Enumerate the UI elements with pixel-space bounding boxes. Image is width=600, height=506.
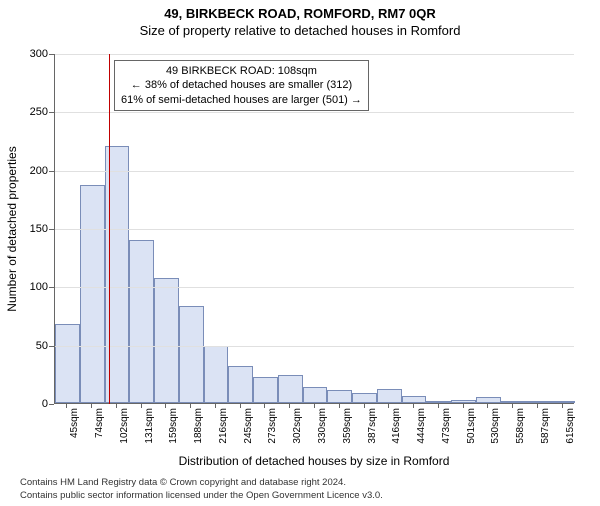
x-tick-label: 501sqm bbox=[466, 408, 477, 458]
y-tick-mark bbox=[49, 287, 54, 288]
x-tick-mark bbox=[116, 403, 117, 408]
grid-line bbox=[55, 229, 574, 230]
footer-line2: Contains public sector information licen… bbox=[20, 490, 590, 502]
x-tick-mark bbox=[141, 403, 142, 408]
grid-line bbox=[55, 112, 574, 113]
x-tick-label: 359sqm bbox=[342, 408, 353, 458]
y-tick-label: 50 bbox=[8, 340, 48, 352]
x-tick-label: 330sqm bbox=[317, 408, 328, 458]
property-marker-line bbox=[109, 54, 110, 404]
x-tick-mark bbox=[91, 403, 92, 408]
x-tick-label: 188sqm bbox=[193, 408, 204, 458]
x-tick-label: 45sqm bbox=[69, 408, 80, 458]
annotation-line1: 49 BIRKBECK ROAD: 108sqm bbox=[121, 64, 362, 78]
x-tick-label: 216sqm bbox=[218, 408, 229, 458]
x-tick-label: 444sqm bbox=[416, 408, 427, 458]
x-tick-label: 102sqm bbox=[119, 408, 130, 458]
histogram-bar bbox=[253, 377, 278, 403]
x-tick-mark bbox=[463, 403, 464, 408]
x-tick-mark bbox=[413, 403, 414, 408]
y-tick-label: 300 bbox=[8, 48, 48, 60]
annotation-line3: 61% of semi-detached houses are larger (… bbox=[121, 93, 362, 107]
x-tick-mark bbox=[264, 403, 265, 408]
annotation-line2: ← 38% of detached houses are smaller (31… bbox=[121, 78, 362, 92]
x-tick-mark bbox=[66, 403, 67, 408]
x-axis-label: Distribution of detached houses by size … bbox=[54, 454, 574, 468]
x-tick-mark bbox=[388, 403, 389, 408]
x-tick-mark bbox=[314, 403, 315, 408]
histogram-bar bbox=[228, 366, 253, 403]
x-tick-label: 587sqm bbox=[540, 408, 551, 458]
histogram-bar bbox=[204, 346, 229, 403]
histogram-bar bbox=[303, 387, 328, 403]
y-tick-mark bbox=[49, 112, 54, 113]
x-tick-label: 387sqm bbox=[367, 408, 378, 458]
y-tick-mark bbox=[49, 346, 54, 347]
histogram-bar bbox=[80, 185, 105, 403]
x-tick-mark bbox=[165, 403, 166, 408]
y-tick-mark bbox=[49, 404, 54, 405]
histogram-bar bbox=[525, 401, 550, 403]
chart-title-sub: Size of property relative to detached ho… bbox=[0, 23, 600, 38]
x-tick-mark bbox=[512, 403, 513, 408]
grid-line bbox=[55, 54, 574, 55]
x-tick-label: 558sqm bbox=[515, 408, 526, 458]
chart-area: Number of detached properties 0501001502… bbox=[54, 54, 574, 404]
x-tick-label: 131sqm bbox=[144, 408, 155, 458]
histogram-bar bbox=[451, 400, 476, 404]
histogram-bar bbox=[327, 390, 352, 403]
x-tick-mark bbox=[364, 403, 365, 408]
histogram-bar bbox=[154, 278, 179, 403]
histogram-bar bbox=[377, 389, 402, 403]
grid-line bbox=[55, 287, 574, 288]
x-tick-label: 302sqm bbox=[292, 408, 303, 458]
histogram-bar bbox=[55, 324, 80, 403]
x-tick-mark bbox=[215, 403, 216, 408]
histogram-bar bbox=[402, 396, 427, 403]
y-tick-mark bbox=[49, 229, 54, 230]
grid-line bbox=[55, 171, 574, 172]
x-tick-label: 74sqm bbox=[94, 408, 105, 458]
histogram-bar bbox=[426, 401, 451, 403]
y-tick-label: 250 bbox=[8, 106, 48, 118]
y-tick-label: 150 bbox=[8, 223, 48, 235]
x-tick-mark bbox=[240, 403, 241, 408]
x-tick-mark bbox=[487, 403, 488, 408]
histogram-bar bbox=[352, 393, 377, 404]
histogram-bar bbox=[105, 146, 130, 403]
x-tick-mark bbox=[339, 403, 340, 408]
grid-line bbox=[55, 346, 574, 347]
y-tick-mark bbox=[49, 54, 54, 55]
y-tick-label: 100 bbox=[8, 281, 48, 293]
chart-title-main: 49, BIRKBECK ROAD, ROMFORD, RM7 0QR bbox=[0, 6, 600, 21]
x-tick-label: 273sqm bbox=[267, 408, 278, 458]
footer-attribution: Contains HM Land Registry data © Crown c… bbox=[20, 477, 590, 502]
x-tick-label: 159sqm bbox=[168, 408, 179, 458]
histogram-bar bbox=[129, 240, 154, 403]
x-tick-label: 245sqm bbox=[243, 408, 254, 458]
x-tick-mark bbox=[562, 403, 563, 408]
y-tick-label: 0 bbox=[8, 398, 48, 410]
x-tick-label: 530sqm bbox=[490, 408, 501, 458]
x-tick-mark bbox=[190, 403, 191, 408]
histogram-bar bbox=[278, 375, 303, 403]
footer-line1: Contains HM Land Registry data © Crown c… bbox=[20, 477, 590, 489]
histogram-bar bbox=[550, 401, 575, 403]
x-tick-mark bbox=[289, 403, 290, 408]
x-tick-label: 473sqm bbox=[441, 408, 452, 458]
histogram-bar bbox=[179, 306, 204, 403]
y-tick-label: 200 bbox=[8, 165, 48, 177]
y-tick-mark bbox=[49, 171, 54, 172]
x-tick-label: 615sqm bbox=[565, 408, 576, 458]
annotation-box: 49 BIRKBECK ROAD: 108sqm ← 38% of detach… bbox=[114, 60, 369, 111]
x-tick-mark bbox=[537, 403, 538, 408]
x-tick-label: 416sqm bbox=[391, 408, 402, 458]
x-tick-mark bbox=[438, 403, 439, 408]
